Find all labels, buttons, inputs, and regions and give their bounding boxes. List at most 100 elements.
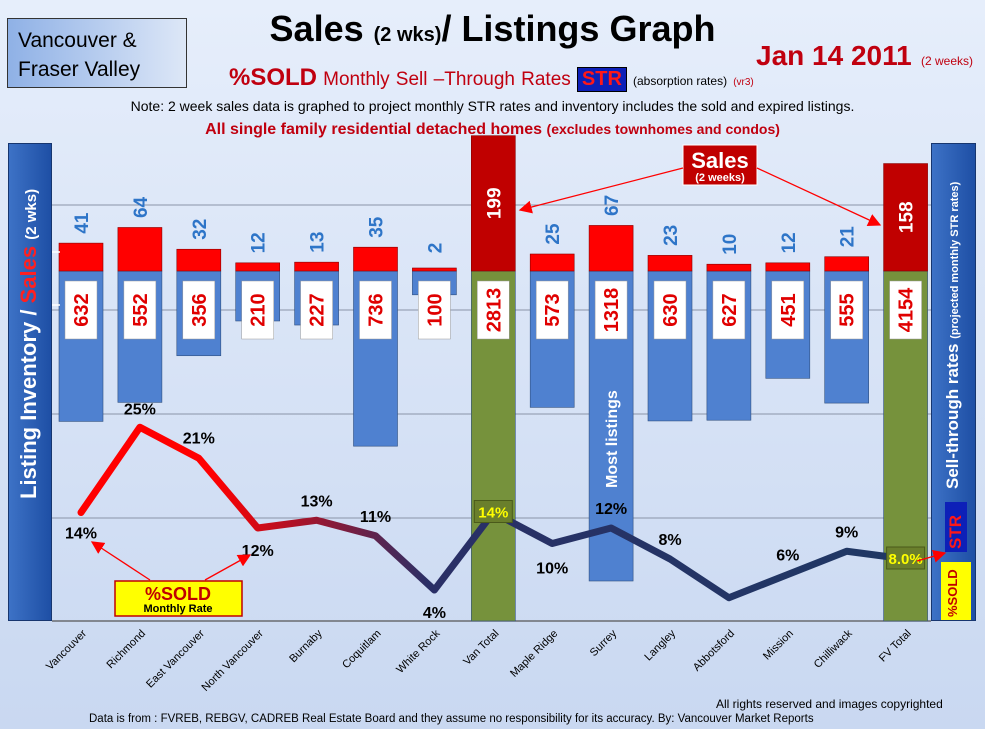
sold-callout-arrow — [204, 554, 252, 581]
inventory-value: 210 — [248, 293, 270, 326]
inventory-value: 227 — [307, 293, 329, 326]
sales-bar — [117, 227, 163, 272]
sales-callout-arrow — [756, 167, 882, 226]
x-tick-label: Maple Ridge — [508, 628, 560, 680]
right-axis-panel: Sell-through rates (projected monthly ST… — [931, 143, 976, 621]
inventory-label-box — [535, 280, 569, 340]
inventory-label-box — [712, 280, 746, 340]
sold-callout-title: %SOLD — [145, 584, 211, 604]
title-sub: (2 wks) — [373, 24, 442, 46]
sales-value: 67 — [602, 195, 623, 216]
sales-value: 25 — [543, 223, 564, 245]
sales-value: 32 — [190, 219, 211, 240]
sales-bar — [353, 246, 398, 272]
x-tick-label: Coquitlam — [340, 628, 384, 672]
inventory-label-box — [594, 280, 628, 340]
subtitle-through: hrough — [455, 69, 515, 90]
sold-value: 8% — [658, 532, 681, 549]
sold-callout-sub: Monthly Rate — [143, 603, 212, 615]
sold-value: 4% — [423, 605, 446, 622]
x-tick-label: FV Total — [877, 628, 914, 665]
sales-bar — [294, 261, 339, 272]
chart-title: Sales (2 wks)/ Listings Graph — [0, 8, 985, 50]
sales-value: 2 — [425, 243, 446, 254]
sales-value: 21 — [838, 226, 859, 248]
right-str-badge: STR — [945, 502, 967, 552]
sales-bar — [412, 267, 457, 272]
inventory-value: 632 — [71, 293, 93, 326]
inventory-value: 1318 — [601, 288, 623, 333]
str-arrow — [916, 549, 947, 563]
sales-bar — [883, 163, 928, 272]
sold-value: 10% — [536, 561, 568, 578]
x-tick-label: Langley — [642, 627, 678, 663]
subtitle-sold: %SOLD — [229, 64, 318, 91]
footer-rights: All rights reserved and images copyright… — [716, 697, 943, 711]
sold-value: 8.0% — [888, 551, 922, 568]
sales-callout-sub: (2 weeks) — [695, 172, 745, 184]
x-tick-label: Chilliwack — [812, 627, 855, 670]
inventory-value: 356 — [189, 293, 211, 326]
region-line-2: Fraser Valley — [18, 58, 141, 81]
inventory-value: 552 — [130, 293, 152, 326]
inventory-value: 451 — [778, 293, 800, 326]
sold-value: 9% — [835, 524, 858, 541]
inventory-label-box — [64, 280, 98, 340]
subtitle-sell: ell — [408, 69, 428, 90]
sales-callout-box — [682, 144, 758, 186]
footer-source: Data is from : FVREB, REBGV, CADREB Real… — [89, 713, 814, 725]
sales-bar — [647, 255, 693, 272]
subtitle-detached: All single family residential detached h… — [205, 121, 543, 138]
sold-value: 13% — [301, 493, 333, 510]
inventory-label-box — [182, 280, 216, 340]
x-tick-label: Abbotsford — [691, 628, 737, 674]
subtitle-rates: ates — [534, 69, 571, 90]
inventory-label-box — [300, 280, 333, 340]
sales-bar — [470, 135, 516, 272]
subtitle-str: %SOLD Monthly Sell –Through Rates STR (a… — [229, 64, 754, 92]
x-tick-label: White Rock — [394, 627, 443, 676]
sales-bar — [176, 248, 222, 272]
sales-value: 41 — [72, 212, 93, 234]
sales-bar — [529, 253, 575, 272]
inventory-value: 2813 — [483, 288, 505, 333]
inventory-label-box — [771, 280, 805, 340]
report-date-note: (2 weeks) — [921, 54, 974, 68]
title-end: / Listings Graph — [441, 8, 716, 49]
sold-value: 25% — [124, 401, 156, 418]
sold-total-box — [886, 546, 926, 570]
x-tick-label: Surrey — [588, 627, 620, 659]
inventory-label-box — [830, 280, 863, 340]
left-axis-panel: Listing Inventory / Sales (2 wks) — [8, 143, 52, 621]
sold-value: 14% — [478, 505, 508, 522]
sales-value: 158 — [897, 201, 918, 233]
inventory-label-box — [241, 280, 274, 340]
sales-value: 199 — [484, 187, 505, 219]
inventory-value: 555 — [837, 293, 859, 326]
inventory-value: 573 — [542, 293, 564, 326]
inventory-value: 627 — [719, 293, 741, 326]
data-labels: 632 41 552 64 356 32 210 12 227 13 736 35 100 2 2813 19… — [64, 187, 926, 622]
sold-value: 6% — [776, 548, 799, 565]
sold-value: 11% — [360, 509, 391, 526]
x-tick-label: Van Total — [461, 628, 501, 668]
x-tick-label: Mission — [761, 628, 796, 663]
annotations: Most listings Sales(2 weeks) %SOLDMonthly … — [52, 144, 947, 617]
sold-callout-box — [114, 580, 243, 617]
sales-value: 64 — [131, 196, 152, 218]
absorption-note: (absorption rates) — [633, 74, 728, 88]
inventory-value: 736 — [366, 293, 388, 326]
right-sold-badge: %SOLD — [941, 562, 971, 620]
sold-total-box — [473, 500, 513, 523]
region-line-1: Vancouver & — [18, 29, 137, 52]
subtitle-detached-note: (excludes townhomes and condos) — [546, 121, 780, 137]
x-tick-label: Burnaby — [287, 627, 325, 665]
sales-value: 13 — [308, 232, 329, 253]
sales-bar — [235, 262, 280, 272]
subtitle-monthly: Monthly — [323, 69, 390, 90]
report-date: Jan 14 2011 — [756, 40, 912, 71]
inventory-label-box — [359, 280, 392, 340]
chart-note: Note: 2 week sales data is graphed to pr… — [130, 98, 855, 114]
inventory-value: 630 — [660, 293, 682, 326]
